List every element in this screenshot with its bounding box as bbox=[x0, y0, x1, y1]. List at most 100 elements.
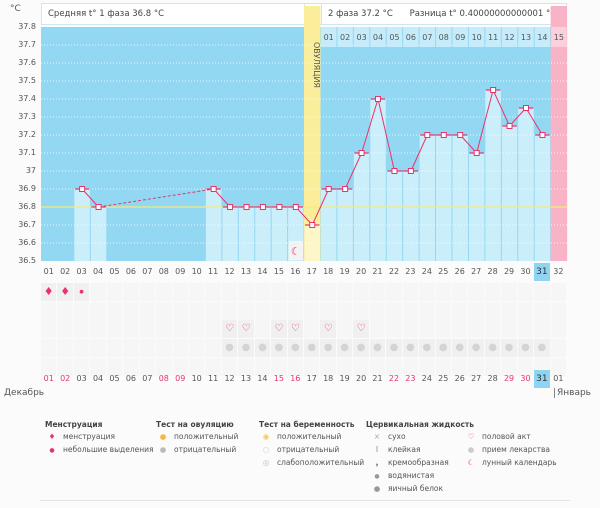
day-row-cell[interactable] bbox=[304, 283, 320, 301]
day-row-cell[interactable] bbox=[369, 302, 386, 320]
day-row-cell[interactable] bbox=[534, 283, 550, 301]
menstruation-icon[interactable]: ♦ bbox=[57, 283, 73, 301]
day-row-cell[interactable] bbox=[106, 320, 123, 338]
day-row-cell[interactable] bbox=[271, 283, 287, 301]
day-row-cell[interactable] bbox=[106, 358, 123, 376]
day-row-cell[interactable] bbox=[517, 320, 534, 338]
day-row-cell[interactable] bbox=[517, 283, 534, 301]
day-row-cell[interactable] bbox=[73, 302, 90, 320]
pill-icon[interactable]: ● bbox=[353, 339, 369, 357]
day-row-cell[interactable] bbox=[41, 339, 57, 357]
day-row-cell[interactable] bbox=[353, 302, 369, 320]
day-row-cell[interactable] bbox=[41, 320, 57, 338]
day-row-cell[interactable] bbox=[254, 283, 271, 301]
day-row-cell[interactable] bbox=[369, 283, 386, 301]
day-row-cell[interactable] bbox=[419, 320, 435, 338]
day-row-cell[interactable] bbox=[90, 320, 106, 338]
day-row-cell[interactable] bbox=[156, 302, 172, 320]
day-row-cell[interactable] bbox=[369, 358, 386, 376]
day-row-cell[interactable] bbox=[501, 358, 517, 376]
day-row-cell[interactable] bbox=[386, 320, 402, 338]
pill-icon[interactable]: ● bbox=[468, 339, 484, 357]
day-row-cell[interactable] bbox=[254, 320, 271, 338]
day-row-cell[interactable] bbox=[419, 302, 435, 320]
pill-icon[interactable]: ● bbox=[320, 339, 336, 357]
day-row-cell[interactable] bbox=[73, 358, 90, 376]
day-row-cell[interactable] bbox=[106, 302, 123, 320]
day-row-cell[interactable] bbox=[205, 320, 221, 338]
day-row-cell[interactable] bbox=[156, 358, 172, 376]
day-row-cell[interactable] bbox=[139, 302, 156, 320]
heart-icon[interactable]: ♡ bbox=[353, 320, 369, 338]
day-row-cell[interactable] bbox=[188, 302, 205, 320]
day-row-cell[interactable] bbox=[139, 283, 156, 301]
day-row-cell[interactable] bbox=[139, 320, 156, 338]
day-row-cell[interactable] bbox=[468, 358, 484, 376]
day-row-cell[interactable] bbox=[254, 358, 271, 376]
day-row-cell[interactable] bbox=[172, 302, 188, 320]
day-row-cell[interactable] bbox=[468, 302, 484, 320]
day-row-cell[interactable] bbox=[484, 320, 501, 338]
heart-icon[interactable]: ♡ bbox=[320, 320, 336, 338]
day-row-cell[interactable] bbox=[369, 320, 386, 338]
day-row-cell[interactable] bbox=[106, 339, 123, 357]
day-row-cell[interactable] bbox=[156, 339, 172, 357]
day-row-cell[interactable] bbox=[90, 302, 106, 320]
day-row-cell[interactable] bbox=[452, 283, 468, 301]
menstruation-icon[interactable]: ♦ bbox=[41, 283, 57, 301]
day-row-cell[interactable] bbox=[501, 283, 517, 301]
day-row-cell[interactable] bbox=[402, 358, 419, 376]
pill-icon[interactable]: ● bbox=[336, 339, 353, 357]
day-row-cell[interactable] bbox=[336, 283, 353, 301]
day-row-cell[interactable] bbox=[221, 302, 238, 320]
day-row-cell[interactable] bbox=[172, 320, 188, 338]
day-row-cell[interactable] bbox=[41, 358, 57, 376]
menstruation-icon[interactable]: ● bbox=[73, 283, 90, 301]
day-row-cell[interactable] bbox=[271, 302, 287, 320]
day-row-cell[interactable] bbox=[156, 283, 172, 301]
day-row-cell[interactable] bbox=[172, 283, 188, 301]
day-row-cell[interactable] bbox=[287, 302, 304, 320]
day-row-cell[interactable] bbox=[336, 320, 353, 338]
day-row-cell[interactable] bbox=[452, 302, 468, 320]
pill-icon[interactable]: ● bbox=[271, 339, 287, 357]
day-row-cell[interactable] bbox=[550, 320, 567, 338]
day-row-cell[interactable] bbox=[139, 339, 156, 357]
day-row-cell[interactable] bbox=[534, 302, 550, 320]
day-row-cell[interactable] bbox=[205, 283, 221, 301]
day-row-cell[interactable] bbox=[172, 339, 188, 357]
day-row-cell[interactable] bbox=[304, 302, 320, 320]
day-row-cell[interactable] bbox=[57, 302, 73, 320]
day-row-cell[interactable] bbox=[57, 339, 73, 357]
day-row-cell[interactable] bbox=[205, 358, 221, 376]
day-row-cell[interactable] bbox=[419, 283, 435, 301]
day-row-cell[interactable] bbox=[452, 358, 468, 376]
day-row-cell[interactable] bbox=[386, 358, 402, 376]
pill-icon[interactable]: ● bbox=[304, 339, 320, 357]
day-row-cell[interactable] bbox=[287, 283, 304, 301]
pill-icon[interactable]: ● bbox=[452, 339, 468, 357]
pill-icon[interactable]: ● bbox=[386, 339, 402, 357]
pill-icon[interactable]: ● bbox=[517, 339, 534, 357]
day-row-cell[interactable] bbox=[156, 320, 172, 338]
day-row-cell[interactable] bbox=[386, 283, 402, 301]
day-row-cell[interactable] bbox=[57, 320, 73, 338]
day-row-cell[interactable] bbox=[254, 302, 271, 320]
day-row-cell[interactable] bbox=[90, 358, 106, 376]
day-row-cell[interactable] bbox=[221, 358, 238, 376]
day-row-cell[interactable] bbox=[238, 358, 254, 376]
day-row-cell[interactable] bbox=[139, 358, 156, 376]
day-row-cell[interactable] bbox=[484, 302, 501, 320]
day-row-cell[interactable] bbox=[73, 320, 90, 338]
pill-icon[interactable]: ● bbox=[287, 339, 304, 357]
day-row-cell[interactable] bbox=[287, 358, 304, 376]
day-row-cell[interactable] bbox=[304, 320, 320, 338]
day-row-cell[interactable] bbox=[188, 283, 205, 301]
day-row-cell[interactable] bbox=[517, 358, 534, 376]
day-row-cell[interactable] bbox=[468, 283, 484, 301]
day-row-cell[interactable] bbox=[501, 302, 517, 320]
pill-icon[interactable]: ● bbox=[534, 339, 550, 357]
day-row-cell[interactable] bbox=[304, 358, 320, 376]
day-row-cell[interactable] bbox=[501, 320, 517, 338]
day-row-cell[interactable] bbox=[419, 358, 435, 376]
